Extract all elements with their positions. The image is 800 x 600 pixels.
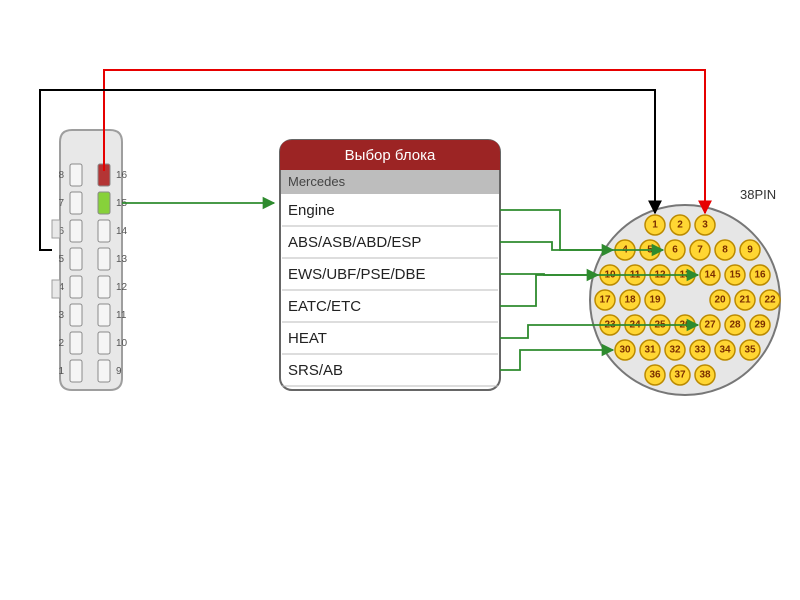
wire-menu-to-pin-30 (500, 350, 613, 370)
menu-item[interactable]: SRS/AB (288, 362, 343, 379)
obd-notch (52, 220, 60, 238)
pin-number-28: 28 (729, 320, 741, 331)
pin-number-36: 36 (649, 370, 661, 381)
pin-number-3: 3 (702, 220, 708, 231)
obd-pin-2 (70, 332, 82, 354)
pin-number-7: 7 (697, 245, 703, 256)
obd-pin-label-14: 14 (116, 226, 128, 237)
obd-pin-label-11: 11 (116, 310, 127, 321)
pin-number-31: 31 (644, 345, 656, 356)
pin-number-34: 34 (719, 345, 731, 356)
obd-pin-label-16: 16 (116, 170, 128, 181)
obd-notch (52, 280, 60, 298)
obd-pin-label-3: 3 (58, 310, 64, 321)
obd-pin-10 (98, 332, 110, 354)
obd-pin-14 (98, 220, 110, 242)
obd-pin-3 (70, 304, 82, 326)
obd-connector (60, 130, 122, 390)
menu-item[interactable]: ABS/ASB/ABD/ESP (288, 234, 421, 251)
wire-menu-to-pin-4 (500, 210, 613, 250)
obd-pin-15 (98, 192, 110, 214)
obd-pin-label-13: 13 (116, 254, 128, 265)
obd-pin-label-8: 8 (58, 170, 64, 181)
obd-pin-5 (70, 248, 82, 270)
menu-subheader-text: Mercedes (288, 174, 346, 189)
pin-number-21: 21 (739, 295, 751, 306)
pin-number-35: 35 (744, 345, 756, 356)
obd-pin-label-2: 2 (58, 338, 64, 349)
pin-number-6: 6 (672, 245, 678, 256)
pin-number-27: 27 (704, 320, 716, 331)
pin-number-29: 29 (754, 320, 766, 331)
obd-pin-12 (98, 276, 110, 298)
obd-pin-1 (70, 360, 82, 382)
obd-pin-11 (98, 304, 110, 326)
menu-item[interactable]: EATC/ETC (288, 298, 361, 315)
menu-item[interactable]: EWS/UBF/PSE/DBE (288, 266, 426, 283)
obd-pin-label-12: 12 (116, 282, 128, 293)
obd-pin-9 (98, 360, 110, 382)
obd-pin-label-1: 1 (58, 366, 64, 377)
pin-number-9: 9 (747, 245, 753, 256)
pin-number-32: 32 (669, 345, 681, 356)
obd-pin-label-7: 7 (58, 198, 64, 209)
pin-number-1: 1 (652, 220, 658, 231)
menu-item[interactable]: Engine (288, 202, 335, 219)
pin-number-18: 18 (624, 295, 636, 306)
pin-number-16: 16 (754, 270, 766, 281)
menu-item[interactable]: HEAT (288, 330, 327, 347)
obd-pin-8 (70, 164, 82, 186)
menu-header-text: Выбор блока (345, 147, 436, 164)
pin-number-37: 37 (674, 370, 686, 381)
pin-number-8: 8 (722, 245, 728, 256)
pin-number-2: 2 (677, 220, 683, 231)
obd-pin-7 (70, 192, 82, 214)
pin-number-33: 33 (694, 345, 706, 356)
wire-menu-to-pin-14 (500, 274, 698, 275)
pin-number-20: 20 (714, 295, 726, 306)
pin-number-22: 22 (764, 295, 776, 306)
pin-number-19: 19 (649, 295, 661, 306)
pin-number-15: 15 (729, 270, 741, 281)
pin-number-14: 14 (704, 270, 716, 281)
pin-number-17: 17 (599, 295, 611, 306)
pin-number-30: 30 (619, 345, 631, 356)
connector-label: 38PIN (740, 187, 776, 202)
obd-pin-label-10: 10 (116, 338, 128, 349)
obd-pin-label-5: 5 (58, 254, 64, 265)
obd-pin-label-9: 9 (116, 366, 122, 377)
obd-pin-4 (70, 276, 82, 298)
wire-menu-to-pin-10 (500, 275, 598, 306)
pin-number-38: 38 (699, 370, 711, 381)
obd-pin-13 (98, 248, 110, 270)
obd-pin-6 (70, 220, 82, 242)
